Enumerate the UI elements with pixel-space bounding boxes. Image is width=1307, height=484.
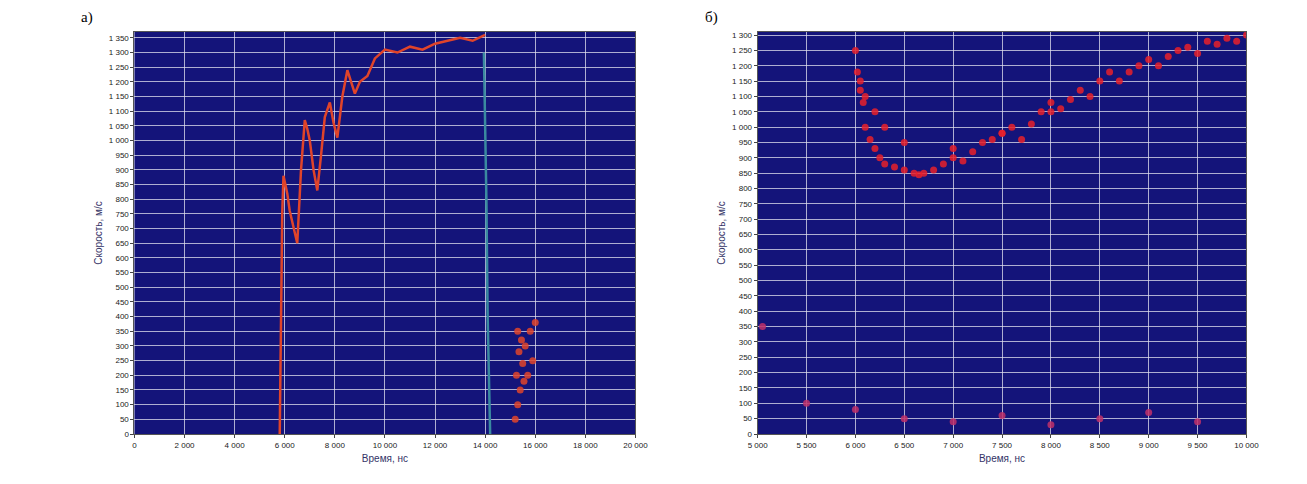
svg-text:750: 750 — [739, 200, 753, 209]
svg-text:250: 250 — [739, 353, 753, 362]
svg-text:650: 650 — [739, 230, 753, 239]
svg-text:150: 150 — [115, 386, 129, 395]
svg-text:850: 850 — [115, 180, 129, 189]
svg-text:20 000: 20 000 — [623, 441, 648, 450]
svg-text:1 250: 1 250 — [732, 46, 753, 55]
svg-text:7 000: 7 000 — [943, 441, 964, 450]
svg-text:Время, нс: Время, нс — [979, 453, 1025, 464]
svg-text:550: 550 — [115, 268, 129, 277]
svg-text:700: 700 — [739, 215, 753, 224]
svg-text:10 000: 10 000 — [1234, 441, 1259, 450]
svg-text:6 500: 6 500 — [894, 441, 915, 450]
svg-text:1 350: 1 350 — [109, 34, 130, 43]
svg-text:1 050: 1 050 — [109, 122, 130, 131]
svg-text:4 000: 4 000 — [225, 441, 246, 450]
svg-text:8 000: 8 000 — [325, 441, 346, 450]
svg-text:9 000: 9 000 — [1139, 441, 1160, 450]
svg-text:1 150: 1 150 — [732, 77, 753, 86]
svg-text:100: 100 — [115, 400, 129, 409]
svg-text:1 000: 1 000 — [732, 123, 753, 132]
svg-text:10 000: 10 000 — [373, 441, 398, 450]
svg-text:700: 700 — [115, 224, 129, 233]
svg-text:550: 550 — [739, 261, 753, 270]
svg-text:0: 0 — [124, 430, 129, 439]
svg-text:900: 900 — [115, 166, 129, 175]
svg-text:5 500: 5 500 — [797, 441, 818, 450]
svg-text:1 200: 1 200 — [732, 62, 753, 71]
svg-text:400: 400 — [739, 307, 753, 316]
svg-text:18 000: 18 000 — [573, 441, 598, 450]
svg-text:1 050: 1 050 — [732, 108, 753, 117]
svg-text:8 000: 8 000 — [1041, 441, 1062, 450]
svg-text:350: 350 — [115, 327, 129, 336]
svg-text:а): а) — [81, 9, 93, 26]
svg-text:1 300: 1 300 — [109, 48, 130, 57]
svg-text:350: 350 — [739, 322, 753, 331]
svg-text:7 500: 7 500 — [992, 441, 1013, 450]
svg-text:0: 0 — [132, 441, 137, 450]
svg-text:1 000: 1 000 — [109, 136, 130, 145]
svg-text:300: 300 — [115, 342, 129, 351]
svg-text:500: 500 — [739, 276, 753, 285]
svg-text:1 100: 1 100 — [109, 107, 130, 116]
svg-text:50: 50 — [120, 415, 129, 424]
svg-text:200: 200 — [115, 371, 129, 380]
svg-text:850: 850 — [739, 169, 753, 178]
svg-text:1 200: 1 200 — [109, 78, 130, 87]
svg-text:150: 150 — [739, 384, 753, 393]
svg-text:9 500: 9 500 — [1188, 441, 1209, 450]
svg-text:1 150: 1 150 — [109, 92, 130, 101]
svg-text:600: 600 — [739, 246, 753, 255]
svg-text:Скорость, м/с: Скорость, м/с — [93, 201, 104, 264]
svg-text:300: 300 — [739, 338, 753, 347]
svg-text:5 000: 5 000 — [748, 441, 769, 450]
svg-text:800: 800 — [115, 195, 129, 204]
svg-text:500: 500 — [115, 283, 129, 292]
svg-text:6 000: 6 000 — [275, 441, 296, 450]
svg-text:600: 600 — [115, 254, 129, 263]
svg-text:12 000: 12 000 — [423, 441, 448, 450]
svg-text:1 250: 1 250 — [109, 63, 130, 72]
svg-text:900: 900 — [739, 154, 753, 163]
svg-text:750: 750 — [115, 210, 129, 219]
svg-text:2 000: 2 000 — [175, 441, 196, 450]
svg-text:400: 400 — [115, 312, 129, 321]
svg-text:100: 100 — [739, 399, 753, 408]
svg-text:200: 200 — [739, 368, 753, 377]
svg-text:650: 650 — [115, 239, 129, 248]
svg-text:14 000: 14 000 — [473, 441, 498, 450]
svg-text:0: 0 — [748, 430, 753, 439]
svg-text:1 100: 1 100 — [732, 92, 753, 101]
svg-text:250: 250 — [115, 356, 129, 365]
svg-text:6 000: 6 000 — [845, 441, 866, 450]
svg-text:50: 50 — [743, 414, 752, 423]
svg-text:Время, нс: Время, нс — [362, 453, 408, 464]
svg-text:950: 950 — [739, 138, 753, 147]
svg-text:16 000: 16 000 — [523, 441, 548, 450]
svg-text:450: 450 — [115, 298, 129, 307]
svg-text:450: 450 — [739, 292, 753, 301]
svg-text:800: 800 — [739, 184, 753, 193]
svg-text:1 300: 1 300 — [732, 31, 753, 40]
svg-text:8 500: 8 500 — [1090, 441, 1111, 450]
svg-text:б): б) — [705, 9, 718, 26]
svg-text:950: 950 — [115, 151, 129, 160]
svg-text:Скорость, м/с: Скорость, м/с — [716, 201, 727, 264]
